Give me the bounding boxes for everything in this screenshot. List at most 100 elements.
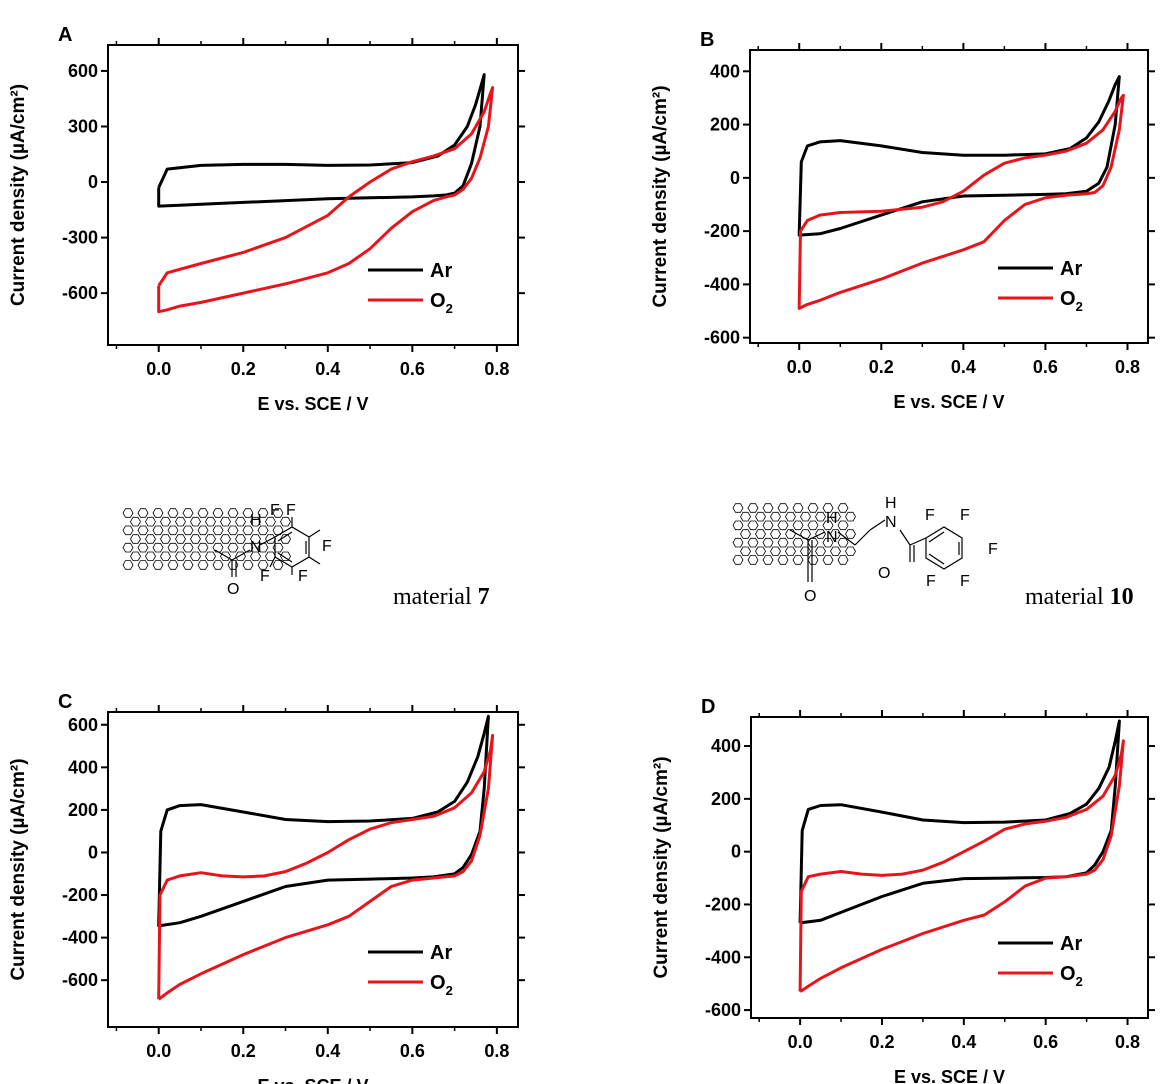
molecule-caption-7: material 7 (393, 584, 490, 610)
molecule-caption-10: material 10 (1025, 584, 1134, 610)
atom-label: F (925, 507, 935, 524)
y-tick-label: -400 (62, 928, 98, 948)
x-tick-label: 0.2 (869, 357, 894, 377)
series-line-ar (157, 714, 490, 928)
molecule-material-7: H N F F F F F O (122, 502, 332, 598)
atom-label: F (260, 568, 270, 585)
x-tick-label: 0.4 (315, 1041, 340, 1061)
y-tick-label: -400 (705, 947, 741, 967)
y-tick-label: 400 (711, 736, 741, 756)
y-tick-label: -300 (62, 228, 98, 248)
atom-label: N (826, 529, 838, 546)
y-tick-label: 400 (68, 757, 98, 777)
series-line-o2 (157, 86, 495, 314)
y-tick-label: -200 (62, 885, 98, 905)
y-tick-label: -600 (705, 1000, 741, 1020)
y-axis-label: Current density (µA/cm²) (651, 756, 672, 978)
x-tick-label: 0.6 (400, 1041, 425, 1061)
x-tick-label: 0.2 (869, 1032, 894, 1052)
y-tick-label: -600 (704, 328, 740, 348)
legend-label: Ar (430, 942, 452, 964)
x-tick-label: 0.0 (146, 1041, 171, 1061)
x-tick-label: 0.0 (146, 359, 171, 379)
x-axis-label: E vs. SCE / V (257, 394, 368, 414)
panel-label: B (700, 29, 714, 51)
y-tick-label: -200 (705, 894, 741, 914)
y-tick-label: 600 (68, 61, 98, 81)
plot-frame (750, 716, 1149, 1019)
panel-label: D (701, 696, 715, 718)
legend-label: Ar (1060, 258, 1082, 280)
chart-panel-b: B 0.0 0.2 0.4 0.6 0.8 -600 -400 -200 0 200 400 E vs.… (650, 29, 1155, 410)
atom-label: F (286, 502, 296, 519)
y-tick-label: -600 (62, 283, 98, 303)
plot-frame (749, 49, 1149, 344)
y-tick-label: -400 (704, 274, 740, 294)
x-axis-label: E vs. SCE / V (257, 1076, 368, 1084)
series-line-ar (798, 719, 1121, 925)
chart-panel-d: D 0.0 0.2 0.4 0.6 0.8 -600 -400 -200 0 200 400 E vs.… (651, 696, 1155, 1084)
x-tick-label: 0.8 (1115, 357, 1140, 377)
x-tick-label: 0.6 (1033, 357, 1058, 377)
y-axis-label: Current density (µA/cm²) (8, 758, 29, 980)
atom-label: F (960, 507, 970, 524)
series-line-ar (797, 75, 1121, 237)
x-tick-label: 0.2 (231, 1041, 256, 1061)
x-tick-label: 0.0 (788, 1032, 813, 1052)
chart-panel-a: A 0.0 0.2 0.4 0.6 0.8 -600 -300 0 300 600 E vs. SCE… (8, 24, 525, 414)
legend-label: O2 (1060, 288, 1083, 314)
y-tick-label: 600 (68, 715, 98, 735)
series-line-o2 (798, 739, 1125, 993)
x-tick-label: 0.8 (1115, 1032, 1140, 1052)
x-tick-label: 0.8 (484, 1041, 509, 1061)
legend-label: O2 (1060, 963, 1083, 989)
atom-label: O (878, 565, 890, 582)
y-tick-label: 300 (68, 116, 98, 136)
y-tick-label: 200 (68, 800, 98, 820)
x-tick-label: 0.4 (951, 357, 976, 377)
atom-label: O (804, 588, 816, 605)
panel-label: A (58, 24, 72, 46)
x-tick-label: 0.2 (231, 359, 256, 379)
series-line-ar (157, 73, 486, 208)
atom-label: F (960, 573, 970, 590)
x-axis-label: E vs. SCE / V (893, 392, 1004, 410)
atom-label: F (322, 538, 332, 555)
y-tick-label: 0 (88, 172, 98, 192)
y-tick-label: 0 (88, 842, 98, 862)
series-line-o2 (157, 733, 495, 1001)
x-tick-label: 0.8 (484, 359, 509, 379)
atom-label: N (250, 539, 262, 556)
x-axis-label: E vs. SCE / V (894, 1067, 1005, 1084)
y-tick-label: 200 (710, 115, 740, 135)
legend-label: Ar (1060, 933, 1082, 955)
atom-label: F (988, 541, 998, 558)
y-axis-label: Current density (µA/cm²) (8, 84, 29, 306)
legend-label: O2 (430, 290, 453, 316)
x-tick-label: 0.4 (315, 359, 340, 379)
chart-panel-c: C 0.0 0.2 0.4 0.6 0.8 -600 -400 -200 0 200 400 600 E … (8, 691, 525, 1084)
atom-label: H (826, 510, 838, 527)
atom-label: F (298, 568, 308, 585)
x-tick-label: 0.4 (951, 1032, 976, 1052)
nanotube-drawing (122, 508, 291, 570)
y-tick-label: 0 (731, 842, 741, 862)
atom-label: O (227, 581, 239, 598)
molecule-material-10: H N H N F F F F F O O (732, 495, 998, 605)
x-tick-label: 0.6 (1033, 1032, 1058, 1052)
atom-label: F (926, 573, 936, 590)
atom-label: H (885, 495, 897, 512)
legend-label: O2 (430, 972, 453, 998)
y-tick-label: -200 (704, 221, 740, 241)
atom-label: H (250, 512, 262, 529)
plot-frame (107, 711, 519, 1028)
y-tick-label: 0 (730, 168, 740, 188)
plot-frame (107, 44, 519, 346)
legend-label: Ar (430, 260, 452, 282)
y-tick-label: 400 (710, 61, 740, 81)
y-tick-label: 200 (711, 789, 741, 809)
atom-label: N (885, 514, 897, 531)
y-tick-label: -600 (62, 970, 98, 990)
y-axis-label: Current density (µA/cm²) (650, 85, 671, 307)
atom-label: F (270, 502, 280, 519)
